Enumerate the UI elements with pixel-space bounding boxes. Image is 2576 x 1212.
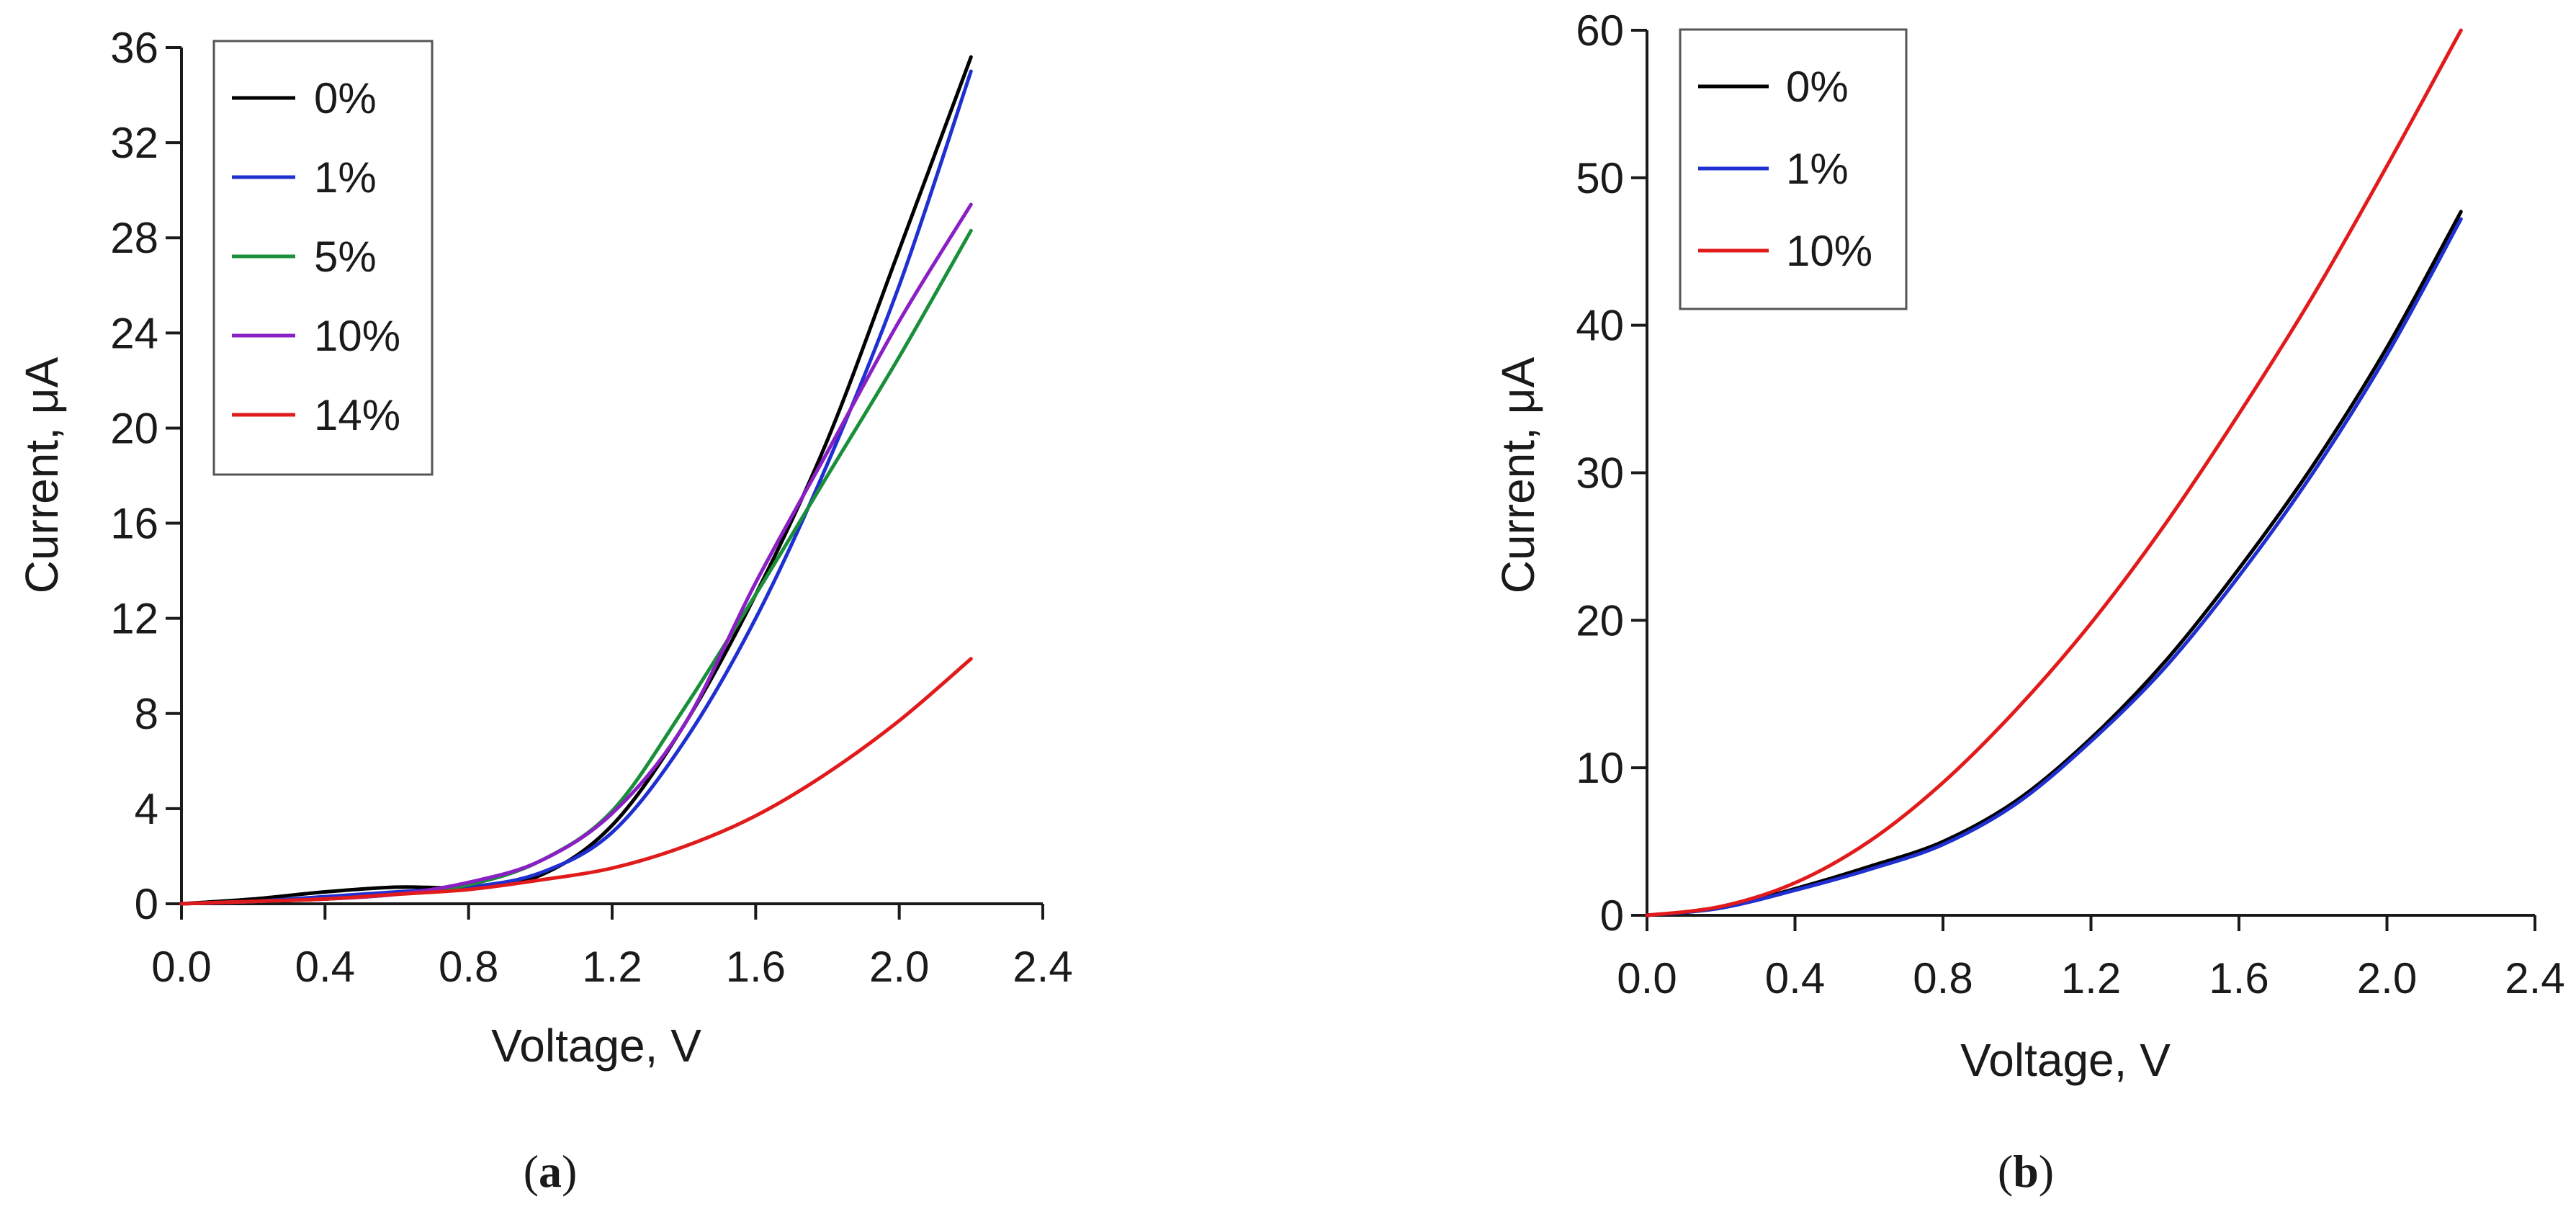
panel-a-panel-label: (a)	[524, 1146, 578, 1197]
panel-b-x-tick-label: 0.4	[1765, 954, 1825, 1002]
panel-a-legend-label: 14%	[314, 391, 400, 439]
panel-a-x-tick-label: 2.4	[1013, 943, 1072, 991]
panel-a-series-line-14pct	[179, 657, 973, 906]
panel-a-legend: 0% 1% 5% 10% 14%	[212, 40, 434, 476]
panel-b-series-line-1pct	[1645, 217, 2463, 917]
panel-b-panel-label: (b)	[1998, 1146, 2054, 1197]
panel-b-x-tick-label: 1.6	[2209, 954, 2268, 1002]
panel-b-y-tick-label: 50	[1576, 154, 1624, 202]
panel-a-y-tick-label: 12	[110, 595, 158, 643]
panel-a-x-tick-label: 0.8	[439, 943, 498, 991]
panel-b-x-tick-label: 0.0	[1617, 954, 1677, 1002]
panel-b-series-line-0pct	[1645, 210, 2463, 917]
panel-a-legend-label: 0%	[314, 74, 377, 122]
panel-b-legend-label: 1%	[1786, 145, 1849, 193]
panel-a-series-line-0pct	[179, 55, 973, 906]
panel-a-legend-label: 1%	[314, 153, 377, 202]
panel-b-y-tick-label: 20	[1576, 596, 1624, 645]
panel-b-y-tick-label: 60	[1576, 6, 1624, 55]
panel-a-y-tick-label: 36	[110, 24, 158, 72]
panel-a-chart: 0.0 0.4 0.8 1.2 1.6 2.0 2.4 0 4 8 12 16 20 24 28 32 36 Vo…	[16, 24, 1073, 1197]
panel-b-x-tick-label: 2.0	[2357, 954, 2417, 1002]
panel-b-series-line-10pct	[1645, 28, 2463, 917]
panel-b-x-tick-label: 1.2	[2061, 954, 2121, 1002]
panel-a-y-tick-label: 24	[110, 309, 158, 357]
panel-a-y-axis-title: Current, μA	[16, 356, 68, 593]
panel-b-y-tick-label: 0	[1600, 892, 1624, 940]
panel-a-y-tick-label: 8	[135, 690, 158, 738]
panel-b-y-tick-label: 30	[1576, 449, 1624, 498]
panel-a-legend-label: 5%	[314, 233, 377, 281]
panel-b-chart: 0.0 0.4 0.8 1.2 1.6 2.0 2.4 0 10 20 30 40 50 60 Voltag…	[1492, 6, 2565, 1197]
panel-b-y-tick-label: 10	[1576, 744, 1624, 792]
panel-b-x-tick-label: 0.8	[1913, 954, 1973, 1002]
panel-a-y-tick-label: 4	[135, 785, 158, 833]
panel-a-y-tick-label: 16	[110, 500, 158, 548]
panel-a-x-axis-title: Voltage, V	[491, 1020, 701, 1072]
panel-b-legend-label: 10%	[1786, 227, 1872, 275]
panel-a-x-tick-label: 1.6	[726, 943, 786, 991]
panel-b-x-axis-title: Voltage, V	[1960, 1034, 2171, 1086]
panel-a-y-tick-label: 32	[110, 119, 158, 167]
panel-a-y-tick-label: 20	[110, 404, 158, 452]
panel-a-x-tick-label: 0.4	[295, 943, 355, 991]
panel-b-legend-label: 0%	[1786, 63, 1849, 111]
panel-a-x-tick-label: 0.0	[151, 943, 211, 991]
panel-a-legend-label: 10%	[314, 312, 400, 360]
panel-a-x-tick-label: 1.2	[582, 943, 642, 991]
panel-b-x-tick-label: 2.4	[2505, 954, 2564, 1002]
panel-a-x-tick-label: 2.0	[869, 943, 929, 991]
panel-a-series-line-1pct	[179, 69, 973, 906]
panel-b-y-axis-title: Current, μA	[1492, 356, 1544, 593]
panel-a-y-tick-label: 0	[135, 880, 158, 928]
panel-b-y-tick-label: 40	[1576, 302, 1624, 350]
panel-b-legend: 0% 1% 10%	[1679, 28, 1908, 310]
panel-a-y-tick-label: 28	[110, 214, 158, 262]
